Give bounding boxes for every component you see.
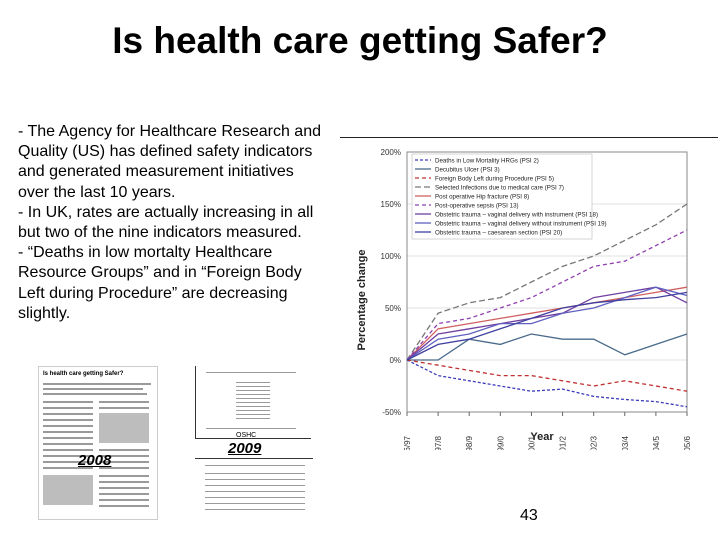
chart-legend: Deaths in Low Mortality HRGs (PSI 2) Decu…	[411, 153, 607, 240]
x-tick-label: 1996/97	[403, 435, 412, 450]
page-number: 43	[520, 507, 538, 524]
body-line: but two of the nine indicators measured.	[18, 224, 302, 242]
legend-entry: Obstetric trauma – caesarean section (PS…	[435, 230, 562, 237]
series-line	[407, 333, 688, 361]
legend-box	[411, 153, 593, 240]
x-tick-label: 2000/1	[527, 435, 536, 450]
x-tick-label: 2003/4	[621, 435, 630, 450]
year-label-2008: 2008	[78, 452, 112, 469]
x-tick-label: 2004/5	[652, 435, 661, 450]
year-label-2009: 2009	[228, 440, 262, 457]
body-line: slightly.	[18, 304, 71, 322]
x-tick-label: 2002/3	[590, 435, 599, 450]
body-line: Quality (US) has defined safety indicato…	[18, 143, 313, 161]
x-tick-label: 1999/0	[496, 435, 505, 450]
body-line: and generated measurement initiatives	[18, 163, 294, 181]
y-tick-labels: 200% 150% 100% 50% 0% -50%	[381, 148, 401, 417]
y-tick-label: 100%	[381, 252, 401, 261]
y-tick-label: 200%	[381, 148, 401, 157]
legend-entry: Deaths in Low Mortality HRGs (PSI 2)	[435, 158, 539, 165]
y-tick-label: -50%	[382, 408, 401, 417]
series-line	[406, 203, 688, 361]
series-line	[406, 286, 688, 361]
series-line	[406, 359, 688, 408]
x-tick-label: 2001/2	[559, 435, 568, 450]
divider-line	[340, 137, 718, 138]
x-tick-labels: 1996/97 1997/8 1998/9 1999/0 2000/1 2001/2 200…	[403, 435, 692, 450]
thumbnail-2008-article: Is health care getting Safer?	[38, 366, 158, 520]
body-line: Left during Procedure” are decreasing	[18, 284, 288, 302]
body-line: - In UK, rates are actually increasing i…	[18, 203, 314, 221]
body-text: - The Agency for Healthcare Research and…	[18, 122, 358, 324]
body-line: Resource Groups” and in “Foreign Body	[18, 264, 302, 282]
thumbnail-2009-article	[195, 458, 313, 519]
plot-area-frame	[406, 151, 688, 413]
chart-series-lines	[406, 203, 688, 408]
legend-entry: Foreign Body Left during Procedure (PSI …	[435, 176, 554, 183]
slide-title: Is health care getting Safer?	[112, 20, 608, 61]
series-line	[406, 291, 688, 361]
legend-entry: Obstetric trauma – vaginal delivery with…	[435, 212, 598, 219]
legend-entry: Post-operative sepsis (PSI 13)	[435, 203, 519, 210]
thumbnail-heading: Is health care getting Safer?	[43, 371, 124, 377]
y-axis-label: Percentage change	[356, 250, 368, 351]
thumbnail-2009-title-page	[195, 366, 311, 439]
series-line	[406, 229, 688, 361]
x-tick-label: 1998/9	[465, 435, 474, 450]
series-line	[406, 286, 688, 361]
ohsc-label: OSHC	[236, 432, 257, 439]
x-tick-label: 2005/6	[683, 435, 692, 450]
y-tick-label: 50%	[385, 304, 401, 313]
legend-entry: Decubitus Ulcer (PSI 3)	[435, 167, 500, 174]
x-axis-label: Year	[530, 431, 554, 443]
legend-entry: Selected Infections due to medical care …	[435, 185, 564, 192]
body-line: over the last 10 years.	[18, 183, 176, 201]
percentage-change-chart: Percentage change Year 200% 150% 100% 50% 0%…	[345, 140, 715, 450]
body-line: - The Agency for Healthcare Research and	[18, 123, 321, 140]
legend-entry: Post operative Hip fracture (PSI 8)	[435, 194, 529, 201]
series-line	[406, 286, 688, 361]
series-line	[406, 359, 688, 392]
body-line: - “Deaths in low mortalty Healthcare	[18, 244, 273, 262]
legend-entry: Obstetric trauma – vaginal delivery with…	[435, 221, 607, 228]
x-tick-label: 1997/8	[434, 435, 443, 450]
y-tick-label: 150%	[381, 200, 401, 209]
chart-axes	[406, 151, 688, 416]
y-tick-label: 0%	[389, 356, 401, 365]
